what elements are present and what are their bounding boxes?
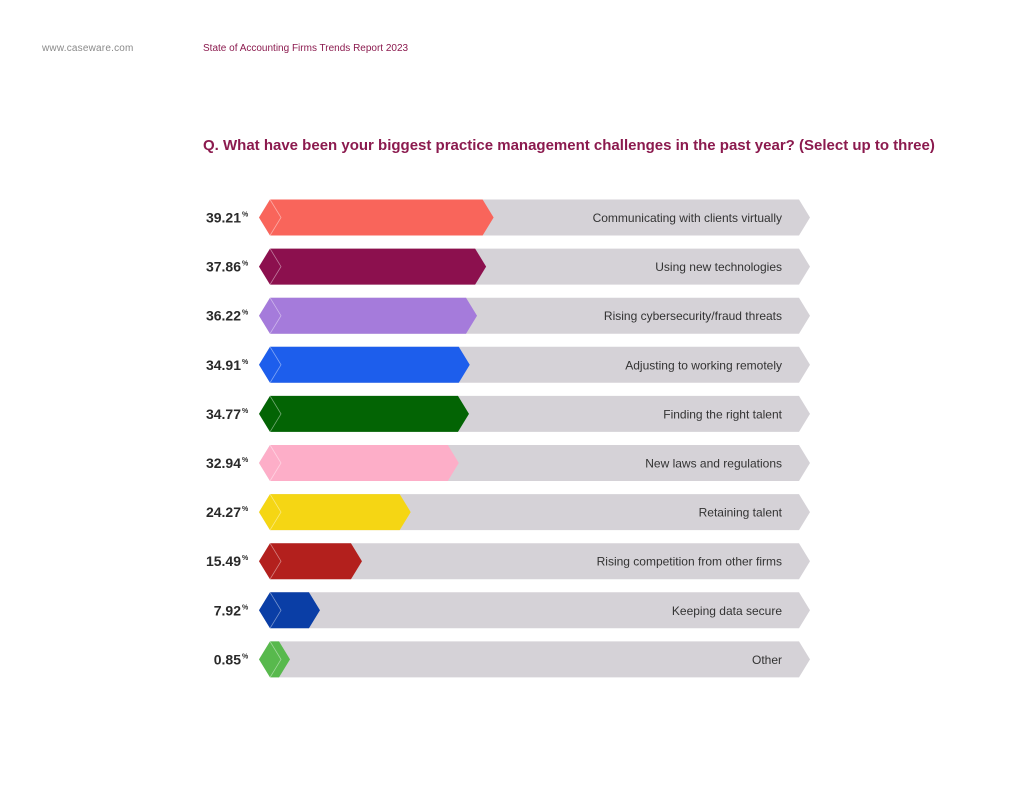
bar-chevron bbox=[269, 395, 282, 433]
bar-chevron bbox=[269, 542, 282, 580]
bar bbox=[259, 445, 459, 481]
value-label: 7.92 bbox=[214, 602, 241, 618]
value-unit: % bbox=[242, 604, 249, 611]
bar-chevron bbox=[269, 297, 282, 334]
bar bbox=[259, 592, 320, 629]
category-label: Adjusting to working remotely bbox=[625, 358, 782, 372]
value-label: 15.49 bbox=[206, 553, 241, 569]
bar-row: 7.92% Keeping data secure bbox=[214, 592, 810, 629]
chart-title: Q. What have been your biggest practice … bbox=[203, 137, 935, 154]
value-unit: % bbox=[242, 555, 249, 562]
bar-track bbox=[259, 543, 810, 580]
bar-chevron bbox=[269, 444, 282, 482]
category-label: Retaining talent bbox=[699, 506, 783, 520]
value-unit: % bbox=[242, 653, 249, 660]
bar-chevron bbox=[269, 641, 282, 678]
value-unit: % bbox=[242, 212, 249, 219]
bar-row: 34.77% Finding the right talent bbox=[206, 395, 810, 433]
bar-row: 34.91% Adjusting to working remotely bbox=[206, 346, 810, 384]
bar-chevron bbox=[269, 199, 282, 236]
value-label: 0.85 bbox=[214, 651, 241, 667]
bar-row: 24.27% Retaining talent bbox=[206, 493, 810, 531]
value-label: 36.22 bbox=[206, 308, 241, 324]
bar-chevron bbox=[269, 248, 282, 285]
bar bbox=[259, 494, 411, 531]
value-label: 32.94 bbox=[206, 455, 241, 471]
bar-chevron bbox=[269, 592, 282, 629]
site-url[interactable]: www.caseware.com bbox=[42, 43, 134, 54]
value-label: 34.91 bbox=[206, 357, 241, 373]
value-unit: % bbox=[242, 261, 249, 268]
value-unit: % bbox=[242, 457, 249, 464]
value-unit: % bbox=[242, 310, 249, 317]
bar-row: 0.85% Other bbox=[214, 641, 810, 678]
value-unit: % bbox=[242, 408, 249, 415]
category-label: Keeping data secure bbox=[672, 604, 782, 618]
bar-chevron bbox=[269, 346, 282, 384]
bar-track bbox=[259, 592, 810, 629]
value-label: 37.86 bbox=[206, 259, 241, 275]
bar-row: 37.86% Using new technologies bbox=[206, 248, 810, 285]
bar-row: 39.21% Communicating with clients virtual… bbox=[206, 199, 810, 236]
value-unit: % bbox=[242, 506, 249, 513]
category-label: Other bbox=[752, 653, 782, 667]
category-label: Using new technologies bbox=[655, 260, 782, 274]
bar-row: 36.22% Rising cybersecurity/fraud threats bbox=[206, 297, 810, 334]
category-label: Finding the right talent bbox=[663, 407, 782, 421]
bar bbox=[259, 199, 494, 236]
category-label: Rising competition from other firms bbox=[597, 555, 782, 569]
category-label: New laws and regulations bbox=[645, 457, 782, 471]
bar-row: 32.94% New laws and regulations bbox=[206, 444, 810, 482]
bar-row: 15.49% Rising competition from other firm… bbox=[206, 542, 810, 580]
bar bbox=[259, 395, 469, 432]
bar bbox=[259, 248, 487, 285]
bar bbox=[259, 346, 470, 383]
bar-chevron bbox=[269, 493, 282, 531]
value-unit: % bbox=[242, 359, 249, 366]
bar-track bbox=[259, 641, 810, 678]
bar bbox=[259, 297, 478, 334]
bar bbox=[259, 641, 290, 678]
value-label: 34.77 bbox=[206, 406, 241, 422]
category-label: Rising cybersecurity/fraud threats bbox=[604, 309, 782, 323]
category-label: Communicating with clients virtually bbox=[593, 211, 782, 225]
value-label: 24.27 bbox=[206, 504, 241, 520]
report-title: State of Accounting Firms Trends Report … bbox=[203, 43, 409, 54]
value-label: 39.21 bbox=[206, 210, 241, 226]
bar bbox=[259, 543, 362, 580]
